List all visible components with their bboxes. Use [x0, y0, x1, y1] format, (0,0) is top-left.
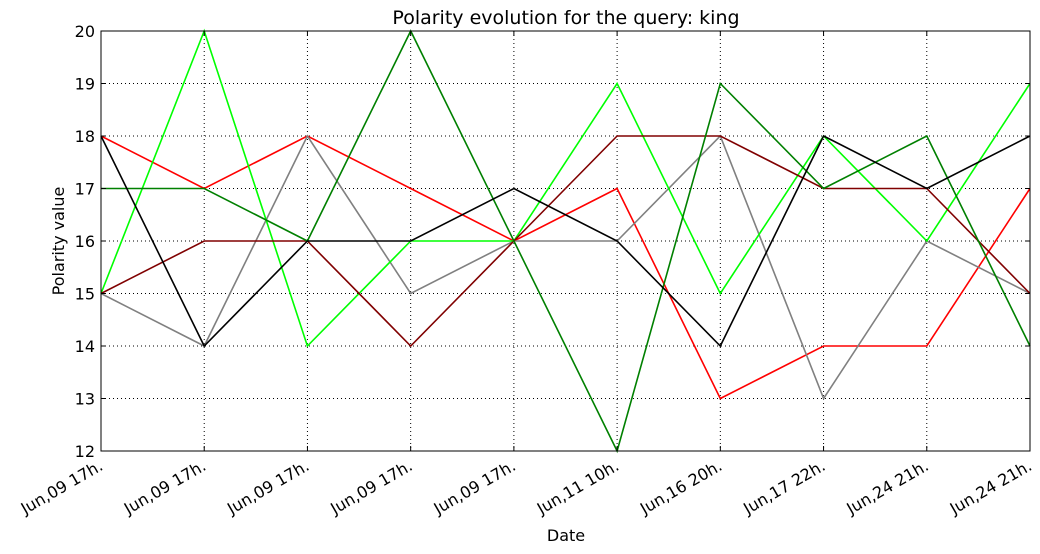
x-tick-label: Jun,24 21h. — [842, 456, 931, 519]
y-tick-label: 13 — [75, 390, 95, 409]
x-tick-label: Jun,11 10h. — [533, 456, 622, 519]
y-tick-label: 19 — [75, 75, 95, 94]
y-tick-label: 14 — [75, 337, 95, 356]
axis-ticks — [100, 30, 1031, 452]
y-tick-label: 16 — [75, 232, 95, 251]
y-tick-labels: 12 13 14 15 16 17 18 19 20 — [75, 22, 95, 461]
y-tick-label: 17 — [75, 180, 95, 199]
series-line-1 — [100, 135, 1031, 400]
x-axis-label: Date — [547, 526, 585, 545]
y-tick-label: 20 — [75, 22, 95, 41]
y-tick-label: 18 — [75, 127, 95, 146]
x-tick-label: Jun,09 17h. — [120, 456, 209, 519]
x-tick-labels: Jun,09 17h. Jun,09 17h. Jun,09 17h. Jun,09 … — [17, 456, 1035, 519]
x-tick-label: Jun,16 20h. — [636, 456, 725, 519]
x-tick-label: Jun,24 21h. — [946, 456, 1035, 519]
x-tick-label: Jun,09 17h. — [430, 456, 519, 519]
x-tick-label: Jun,17 22h. — [739, 456, 828, 519]
chart-title: Polarity evolution for the query: king — [392, 7, 739, 29]
y-tick-label: 15 — [75, 285, 95, 304]
series-lines — [100, 28, 1031, 454]
series-line-6 — [100, 134, 1031, 348]
x-tick-label: Jun,09 17h. — [223, 456, 312, 519]
x-tick-label: Jun,09 17h. — [326, 456, 415, 519]
series-line-4 — [100, 135, 1031, 348]
series-line-2 — [100, 134, 1031, 401]
x-tick-label: Jun,09 17h. — [17, 456, 106, 519]
y-tick-label: 12 — [75, 442, 95, 461]
y-axis-label: Polarity value — [49, 187, 68, 296]
